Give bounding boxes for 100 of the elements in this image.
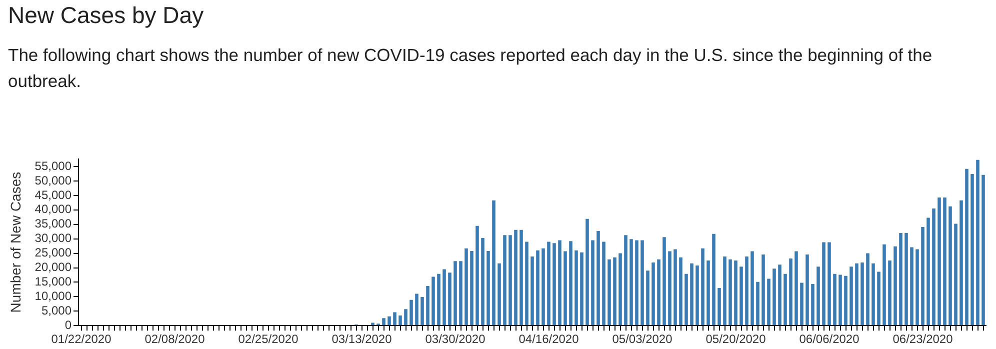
bar: [800, 282, 804, 326]
bar: [662, 237, 666, 326]
bar: [437, 274, 440, 326]
bar: [954, 224, 958, 326]
x-tick-label: 05/03/2020: [612, 332, 673, 346]
bar: [464, 248, 468, 326]
x-tick-label: 06/06/2020: [799, 332, 860, 346]
chart-subtitle: The following chart shows the number of new COVID-19 cases reported each day in the U.S. since the beginning of the outbreak.: [8, 44, 934, 93]
bar: [712, 234, 716, 326]
y-axis-title: Number of New Cases: [7, 172, 24, 313]
bar: [618, 253, 622, 326]
bar: [591, 240, 594, 326]
bar: [976, 160, 980, 326]
bar: [613, 257, 616, 326]
bar: [970, 174, 974, 326]
bar: [448, 272, 452, 326]
bar: [723, 256, 726, 326]
bar: [872, 263, 875, 326]
y-tick-label: 40,000: [34, 202, 72, 216]
bar: [640, 240, 644, 326]
bar: [734, 260, 738, 326]
bar: [690, 263, 694, 326]
x-tick-label: 02/08/2020: [144, 332, 206, 346]
bar: [926, 218, 930, 326]
bar: [404, 309, 408, 326]
bar: [822, 242, 826, 326]
bar: [635, 240, 638, 326]
bar: [696, 265, 699, 326]
bar: [728, 259, 732, 326]
bar: [393, 312, 396, 326]
bar: [767, 278, 770, 326]
bar: [844, 276, 848, 326]
bar: [794, 251, 798, 326]
bar: [932, 208, 936, 326]
bar: [778, 264, 782, 326]
bar: [652, 262, 655, 326]
bar: [828, 242, 831, 326]
y-tick-label: 50,000: [34, 173, 72, 188]
bar: [910, 247, 914, 326]
bar: [866, 253, 870, 326]
bar: [596, 231, 600, 326]
bar: [784, 274, 787, 326]
bar: [850, 266, 853, 326]
y-tick-label: 30,000: [34, 231, 72, 246]
bar: [608, 259, 611, 326]
bar: [855, 263, 858, 326]
bar: [564, 251, 567, 326]
x-tick-label: 02/25/2020: [238, 332, 299, 346]
bar: [508, 235, 512, 326]
bar: [542, 248, 545, 326]
bar: [838, 274, 842, 326]
bar: [646, 270, 650, 326]
bar: [806, 254, 809, 326]
bar: [580, 252, 584, 326]
bar: [420, 296, 424, 326]
bar: [750, 251, 754, 326]
bar: [789, 258, 792, 326]
bar: [520, 230, 523, 326]
bar: [630, 239, 633, 326]
bar: [899, 233, 902, 326]
bar: [960, 200, 963, 326]
bar: [882, 244, 886, 326]
bar: [894, 246, 897, 326]
bar: [536, 250, 540, 326]
bar: [982, 174, 985, 326]
bar: [701, 248, 704, 326]
bar: [476, 226, 479, 326]
bar: [706, 260, 710, 326]
bar: [816, 266, 820, 326]
y-tick-label: 35,000: [34, 216, 72, 231]
bar: [442, 269, 446, 326]
bar: [888, 260, 892, 326]
x-tick-label: 04/16/2020: [518, 332, 580, 346]
bar: [498, 263, 501, 326]
bar: [398, 315, 402, 326]
bar: [530, 256, 534, 326]
bar: [415, 294, 418, 326]
bar: [756, 282, 760, 326]
y-tick-label: 0: [64, 318, 72, 332]
bar: [410, 300, 413, 326]
bar: [833, 274, 836, 326]
bar: [388, 316, 391, 326]
y-tick-label: 5,000: [41, 303, 72, 318]
y-tick-label: 55,000: [34, 158, 72, 173]
bar: [624, 235, 628, 326]
bar: [718, 288, 721, 326]
bar: [503, 235, 506, 326]
bar: [679, 257, 682, 326]
bar: [454, 261, 457, 326]
bar: [943, 197, 946, 326]
bar: [740, 266, 743, 326]
bar: [772, 268, 776, 326]
bar: [486, 250, 490, 326]
bar: [547, 242, 550, 326]
bar: [459, 261, 462, 326]
bar: [586, 218, 589, 326]
bar: [552, 243, 556, 326]
bar: [470, 250, 474, 326]
bar: [492, 200, 496, 326]
bar: [762, 254, 765, 326]
